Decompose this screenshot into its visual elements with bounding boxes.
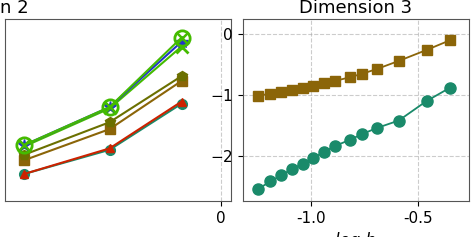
- X-axis label: log h: log h: [336, 232, 376, 237]
- Text: n 2: n 2: [0, 0, 29, 17]
- Title: Dimension 3: Dimension 3: [300, 0, 412, 17]
